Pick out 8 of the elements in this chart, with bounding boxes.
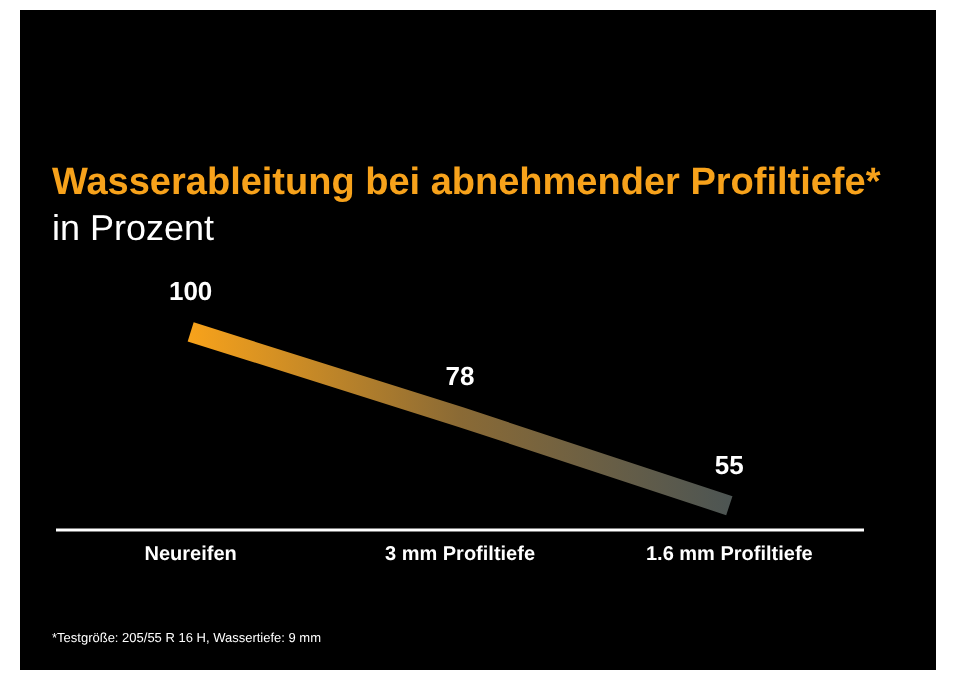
x-tick-label: 3 mm Profiltiefe — [384, 544, 536, 567]
x-tick-label: Neureifen — [144, 544, 237, 567]
data-label: 78 — [445, 360, 475, 391]
chart-title: Wasserableitung bei abnehmender Profiltiefe* — [52, 162, 881, 206]
data-label: 55 — [714, 449, 744, 480]
chart-subtitle: in Prozent — [52, 208, 215, 250]
x-tick-label: 1.6 mm Profiltiefe — [645, 544, 814, 567]
data-label: 100 — [168, 275, 213, 306]
